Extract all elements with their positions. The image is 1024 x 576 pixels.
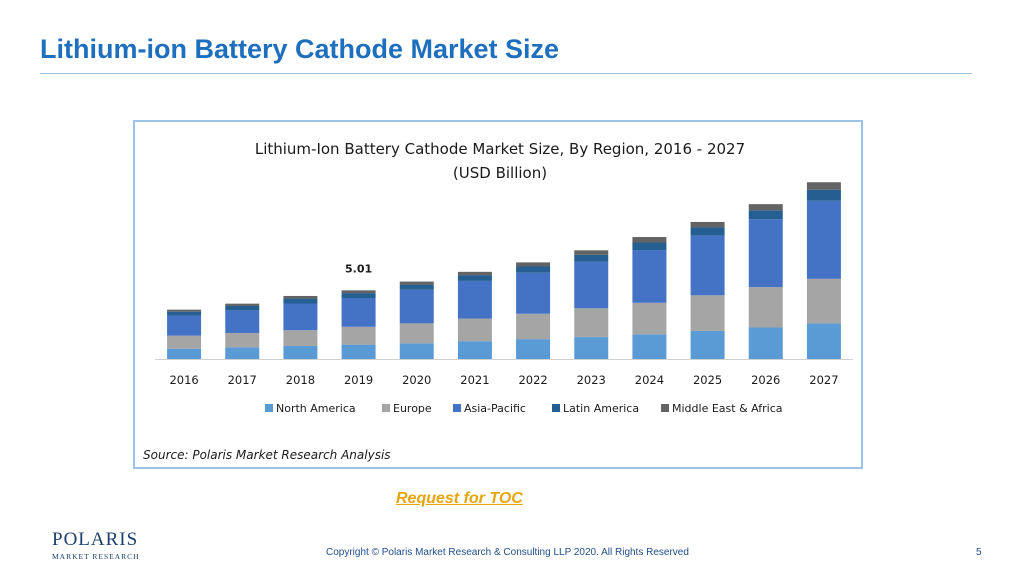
x-tick-label-2023: 2023 <box>577 373 606 387</box>
bar-segment-2023-asia-pacific <box>574 261 609 309</box>
bar-segment-2024-middle-east-africa <box>632 237 667 243</box>
copyright-text: Copyright © Polaris Market Research & Co… <box>326 547 689 558</box>
bar-segment-2021-asia-pacific <box>457 280 492 319</box>
legend-label-europe: Europe <box>393 402 432 415</box>
bar-segment-2021-north-america <box>457 341 492 359</box>
x-tick-label-2016: 2016 <box>169 373 198 387</box>
stacked-bar-chart: Lithium-Ion Battery Cathode Market Size,… <box>143 140 853 462</box>
legend-swatch-europe <box>382 404 390 412</box>
bar-segment-2025-middle-east-africa <box>690 221 725 228</box>
bar-segment-2023-latin-america <box>574 254 609 262</box>
legend-swatch-north-america <box>265 404 273 412</box>
page-number: 5 <box>976 547 982 558</box>
bar-segment-2020-asia-pacific <box>399 289 434 324</box>
bar-segment-2020-north-america <box>399 343 434 359</box>
bar-segment-2021-latin-america <box>457 275 492 281</box>
x-tick-label-2017: 2017 <box>228 373 257 387</box>
bar-segment-2020-europe <box>399 323 434 344</box>
bar-segment-2026-north-america <box>748 327 783 359</box>
bar-segment-2027-north-america <box>806 323 841 359</box>
polaris-logo: POLARIS MARKET RESEARCH <box>52 530 140 561</box>
bar-segment-2018-asia-pacific <box>283 303 318 331</box>
data-label-2019: 5.01 <box>345 262 372 275</box>
bar-segment-2027-europe <box>806 278 841 324</box>
bar-segment-2026-europe <box>748 287 783 328</box>
bar-segment-2018-north-america <box>283 345 318 359</box>
x-tick-label-2022: 2022 <box>518 373 547 387</box>
bar-segment-2022-middle-east-africa <box>516 262 551 267</box>
bar-segment-2020-latin-america <box>399 284 434 290</box>
bar-segment-2016-latin-america <box>167 311 202 316</box>
bar-segment-2026-asia-pacific <box>748 219 783 288</box>
bar-segment-2024-asia-pacific <box>632 250 667 303</box>
bar-segment-2019-north-america <box>341 344 376 359</box>
bar-segment-2018-latin-america <box>283 298 318 304</box>
bar-segment-2025-asia-pacific <box>690 235 725 296</box>
slide-title: Lithium-ion Battery Cathode Market Size <box>40 34 560 64</box>
bar-segment-2016-europe <box>167 335 202 349</box>
x-tick-label-2019: 2019 <box>344 373 373 387</box>
bar-segment-2024-north-america <box>632 334 667 359</box>
logo-wordmark: POLARIS <box>52 529 139 550</box>
legend-label-asia-pacific: Asia-Pacific <box>464 402 526 415</box>
bar-segment-2023-europe <box>574 308 609 338</box>
bar-segment-2021-europe <box>457 318 492 342</box>
request-toc-link[interactable]: Request for TOC <box>396 490 523 507</box>
bar-segment-2017-latin-america <box>225 305 260 311</box>
bar-segment-2017-north-america <box>225 347 260 359</box>
legend-swatch-asia-pacific <box>453 404 461 412</box>
x-tick-label-2024: 2024 <box>635 373 664 387</box>
bar-segment-2022-europe <box>516 313 551 340</box>
bar-segment-2016-middle-east-africa <box>167 309 202 312</box>
bar-segment-2019-latin-america <box>341 293 376 299</box>
bar-segment-2027-asia-pacific <box>806 200 841 279</box>
x-tick-label-2025: 2025 <box>693 373 722 387</box>
title-divider <box>40 73 972 74</box>
bar-segment-2017-asia-pacific <box>225 310 260 333</box>
legend-swatch-latin-america <box>552 404 560 412</box>
legend-swatch-middle-east-africa <box>661 404 669 412</box>
legend-label-north-america: North America <box>276 402 356 415</box>
bar-segment-2026-latin-america <box>748 210 783 220</box>
bar-segment-2023-middle-east-africa <box>574 250 609 255</box>
x-tick-label-2026: 2026 <box>751 373 780 387</box>
legend-label-latin-america: Latin America <box>563 402 639 415</box>
bar-segment-2021-middle-east-africa <box>457 271 492 276</box>
logo-tagline: MARKET RESEARCH <box>52 552 140 561</box>
x-tick-label-2027: 2027 <box>809 373 838 387</box>
request-toc-link-wrap: Request for TOC <box>396 490 523 508</box>
x-tick-label-2018: 2018 <box>286 373 315 387</box>
bar-segment-2025-latin-america <box>690 227 725 236</box>
bar-segment-2017-middle-east-africa <box>225 303 260 306</box>
chart-title: Lithium-Ion Battery Cathode Market Size,… <box>255 140 745 158</box>
bar-segment-2020-middle-east-africa <box>399 281 434 285</box>
bar-segment-2019-asia-pacific <box>341 298 376 327</box>
legend-label-middle-east-africa: Middle East & Africa <box>672 402 783 415</box>
bar-segment-2023-north-america <box>574 337 609 359</box>
bar-segment-2022-latin-america <box>516 266 551 273</box>
bar-segment-2025-europe <box>690 295 725 331</box>
bar-segment-2019-middle-east-africa <box>341 290 376 294</box>
bar-segment-2024-europe <box>632 302 667 335</box>
x-tick-label-2020: 2020 <box>402 373 431 387</box>
bar-segment-2024-latin-america <box>632 242 667 251</box>
bar-segment-2026-middle-east-africa <box>748 204 783 211</box>
chart-subtitle: (USD Billion) <box>453 164 547 182</box>
bar-segment-2016-north-america <box>167 348 202 359</box>
bar-segment-2022-north-america <box>516 339 551 359</box>
chart-source: Source: Polaris Market Research Analysis <box>143 448 391 462</box>
bar-segment-2025-north-america <box>690 330 725 359</box>
x-tick-label-2021: 2021 <box>460 373 489 387</box>
bar-segment-2019-europe <box>341 326 376 345</box>
chart-frame: Lithium-Ion Battery Cathode Market Size,… <box>133 120 863 469</box>
bar-segment-2018-europe <box>283 330 318 346</box>
bar-segment-2027-latin-america <box>806 189 841 201</box>
bar-segment-2027-middle-east-africa <box>806 182 841 190</box>
bar-segment-2017-europe <box>225 332 260 348</box>
bar-segment-2016-asia-pacific <box>167 315 202 336</box>
bar-segment-2018-middle-east-africa <box>283 295 318 299</box>
bar-segment-2022-asia-pacific <box>516 272 551 314</box>
